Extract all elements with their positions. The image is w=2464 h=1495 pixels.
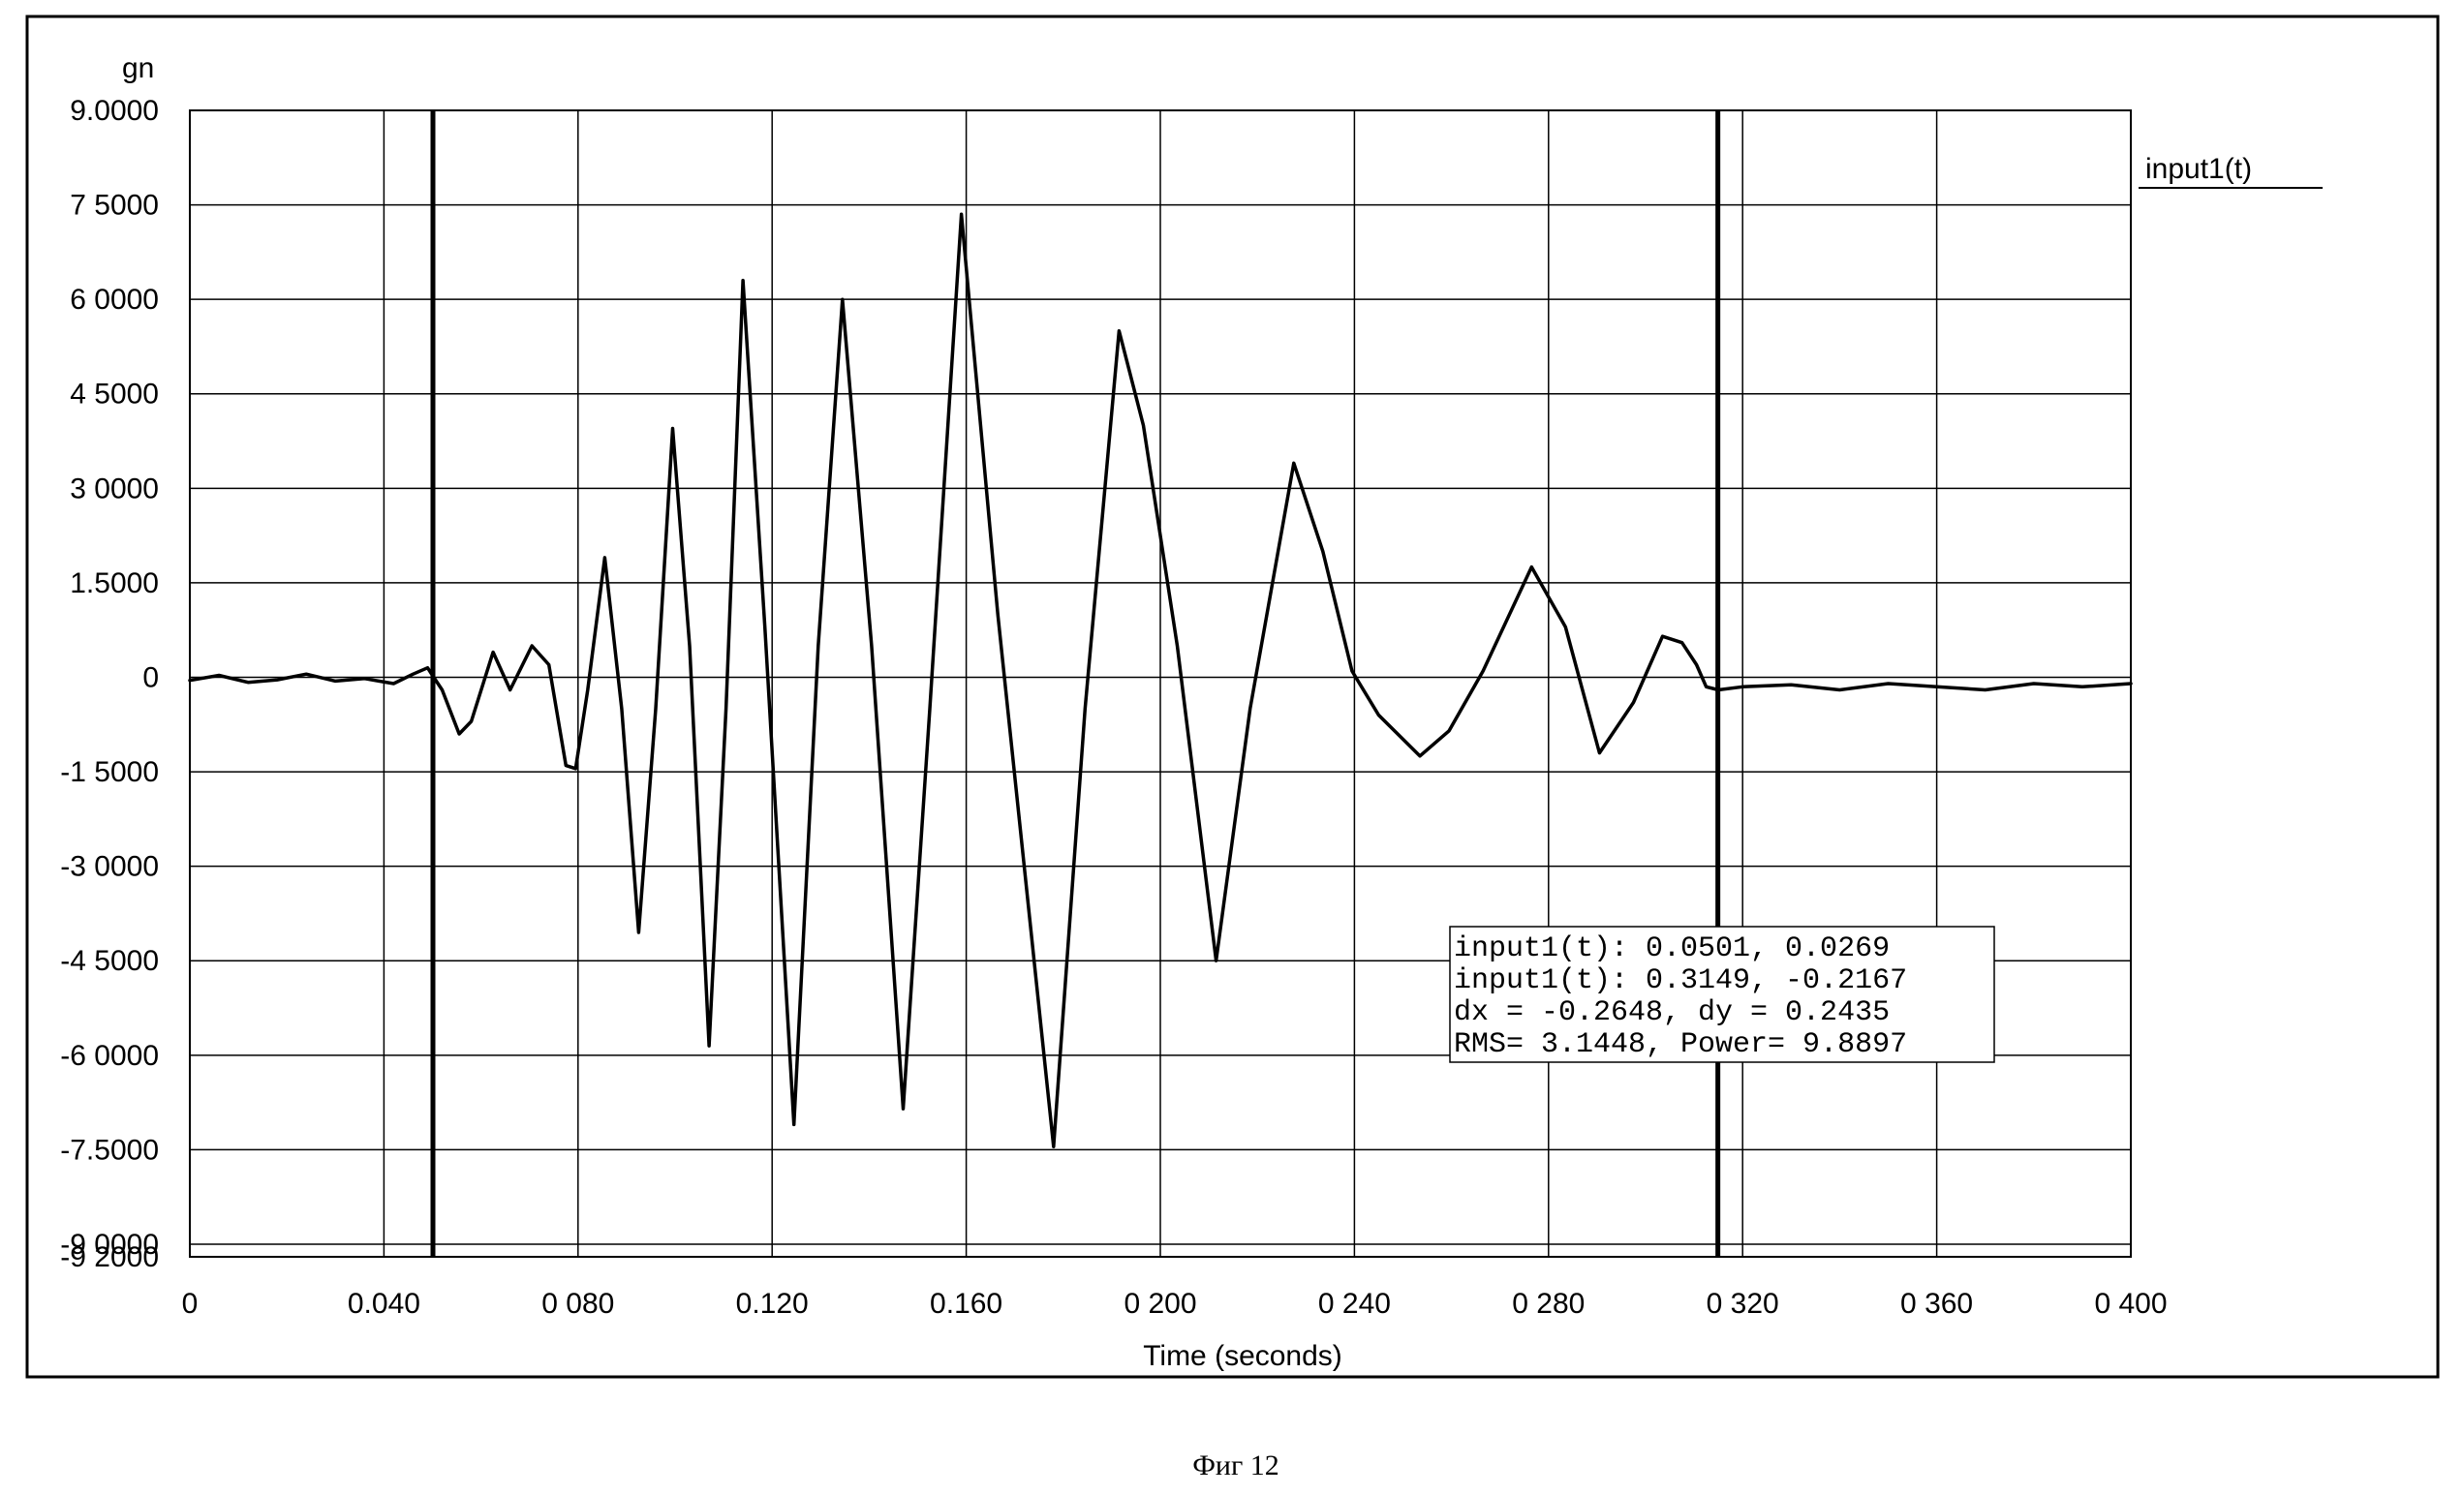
y-tick-label: -1 5000 <box>60 756 159 788</box>
y-tick-label: 0 <box>142 661 159 693</box>
x-tick-label: 0.160 <box>930 1288 1002 1320</box>
x-tick-label: 0.040 <box>348 1288 420 1320</box>
x-tick-label: 0 280 <box>1512 1288 1585 1320</box>
cursor-readout: input1(t): 0.0501, 0.0269 input1(t): 0.3… <box>1450 927 1994 1062</box>
y-tick-label: -7.5000 <box>60 1134 159 1166</box>
x-tick-label: 0 240 <box>1318 1288 1391 1320</box>
y-tick-label: 1.5000 <box>70 567 159 599</box>
x-tick-label: 0 400 <box>2094 1288 2167 1320</box>
x-tick-label: 0 080 <box>541 1288 614 1320</box>
x-tick-label: 0.120 <box>736 1288 809 1320</box>
y-axis-label: gn <box>122 52 154 84</box>
readout-line-3: dx = -0.2648, dy = 0.2435 <box>1454 996 1890 1029</box>
figure-caption: Фиг 12 <box>1192 1449 1279 1481</box>
y-tick-label: 3 0000 <box>70 473 159 504</box>
y-tick-label: 6 0000 <box>70 284 159 316</box>
y-tick-label: -9 2000 <box>60 1241 159 1273</box>
readout-line-4: RMS= 3.1448, Power= 9.8897 <box>1454 1028 1907 1061</box>
readout-line-1: input1(t): 0.0501, 0.0269 <box>1454 932 1890 965</box>
legend-label: input1(t) <box>2145 153 2252 185</box>
y-tick-label: -3 0000 <box>60 851 159 883</box>
x-tick-label: 0 360 <box>1900 1288 1973 1320</box>
x-tick-label: 0 200 <box>1124 1288 1196 1320</box>
readout-line-2: input1(t): 0.3149, -0.2167 <box>1454 964 1907 997</box>
x-axis-label: Time (seconds) <box>1143 1340 1342 1372</box>
y-tick-label: -6 0000 <box>60 1040 159 1072</box>
y-tick-label: 4 5000 <box>70 379 159 411</box>
x-tick-label: 0 320 <box>1707 1288 1779 1320</box>
y-tick-label: 7 5000 <box>70 190 159 222</box>
y-tick-label: -4 5000 <box>60 945 159 977</box>
y-tick-label: 9.0000 <box>70 95 159 127</box>
x-tick-label: 0 <box>182 1288 199 1320</box>
